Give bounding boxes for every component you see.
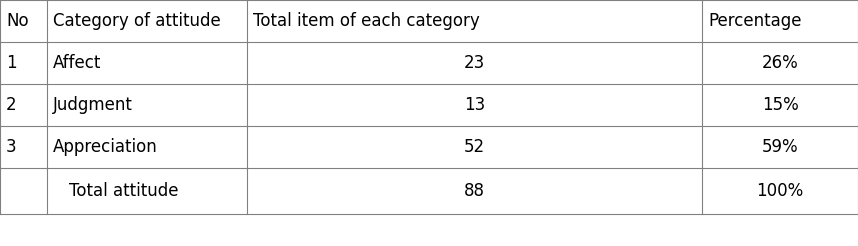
Text: 88: 88 <box>464 182 485 200</box>
Text: 13: 13 <box>464 96 485 114</box>
Text: Percentage: Percentage <box>708 12 801 30</box>
Text: 3: 3 <box>6 138 16 156</box>
Text: 15%: 15% <box>762 96 799 114</box>
Text: 59%: 59% <box>762 138 798 156</box>
Text: 1: 1 <box>6 54 16 72</box>
Text: 2: 2 <box>6 96 16 114</box>
Text: Total attitude: Total attitude <box>69 182 178 200</box>
Text: Total item of each category: Total item of each category <box>253 12 480 30</box>
Text: Judgment: Judgment <box>53 96 133 114</box>
Text: 23: 23 <box>464 54 485 72</box>
Text: Affect: Affect <box>53 54 101 72</box>
Text: 26%: 26% <box>762 54 799 72</box>
Text: 52: 52 <box>464 138 485 156</box>
Text: Appreciation: Appreciation <box>53 138 158 156</box>
Text: 100%: 100% <box>757 182 804 200</box>
Text: No: No <box>6 12 28 30</box>
Text: Category of attitude: Category of attitude <box>53 12 221 30</box>
